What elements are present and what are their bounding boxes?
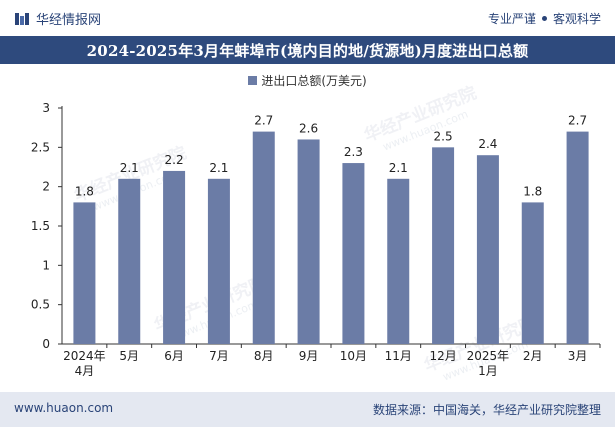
bar-value-label: 2.5 — [434, 129, 453, 143]
x-tick-label: 3月 — [568, 349, 588, 363]
x-tick-label: 6月 — [164, 349, 184, 363]
tagline-right: 客观科学 — [552, 12, 601, 26]
x-tick-label: 9月 — [299, 349, 319, 363]
bar-value-label: 1.8 — [75, 184, 94, 198]
bullet-dot-icon — [541, 16, 547, 21]
y-tick-label: 2.5 — [31, 140, 50, 154]
x-tick-label: 5月 — [119, 349, 139, 363]
bar — [73, 202, 96, 344]
y-tick-label: 0.5 — [31, 298, 50, 312]
bar-value-label: 2.2 — [165, 153, 184, 167]
bar — [387, 178, 410, 344]
bar-value-label: 2.1 — [209, 161, 228, 175]
bar — [521, 202, 544, 344]
title-bar: 2024-2025年3月年蚌埠市(境内目的地/货源地)月度进出口总额 — [0, 36, 615, 64]
y-tick-label: 1 — [42, 258, 50, 272]
x-tick-label: 10月 — [340, 349, 367, 363]
footer-url: www.huaon.com — [14, 401, 114, 415]
y-tick-label: 1.5 — [31, 219, 50, 233]
bar — [297, 139, 320, 344]
brand: 华经情报网 — [14, 9, 101, 28]
y-tick-label: 3 — [42, 101, 50, 115]
tagline-left: 专业严谨 — [487, 12, 536, 26]
bar-value-label: 2.1 — [120, 161, 139, 175]
bar-value-label: 2.3 — [344, 145, 363, 159]
x-tick-label: 11月 — [385, 349, 412, 363]
bar — [566, 131, 589, 344]
brand-name: 华经情报网 — [36, 13, 102, 28]
x-tick-label: 4月 — [75, 364, 95, 378]
tagline: 专业严谨 客观科学 — [488, 10, 601, 27]
x-tick-label: 2025年 — [467, 349, 510, 363]
footer-source: 数据来源：中国海关，华经产业研究院整理 — [372, 403, 601, 417]
x-tick-label: 1月 — [478, 364, 498, 378]
x-tick-label: 7月 — [209, 349, 229, 363]
x-tick-label: 12月 — [429, 349, 456, 363]
legend-label: 进出口总额(万美元) — [261, 74, 367, 88]
y-tick-label: 2 — [42, 180, 50, 194]
x-tick-label: 2024年 — [63, 349, 106, 363]
bar — [252, 131, 275, 344]
bar — [207, 178, 230, 344]
bar-value-label: 2.6 — [299, 121, 318, 135]
y-tick-label: 0 — [42, 337, 50, 351]
brand-logo-icon — [15, 12, 29, 25]
x-tick-label: 8月 — [254, 349, 274, 363]
bar — [342, 163, 365, 344]
chart-title: 2024-2025年3月年蚌埠市(境内目的地/货源地)月度进出口总额 — [86, 41, 529, 60]
top-bar: 华经情报网 专业严谨 客观科学 — [0, 0, 615, 36]
bar-value-label: 2.4 — [478, 137, 497, 151]
bar-value-label: 2.1 — [389, 161, 408, 175]
bar-value-label: 1.8 — [523, 184, 542, 198]
x-tick-label: 2月 — [523, 349, 543, 363]
bar — [118, 178, 141, 344]
legend-swatch — [248, 76, 258, 85]
bar — [432, 147, 455, 344]
chart-legend: 进出口总额(万美元) — [0, 72, 615, 89]
footer: www.huaon.com 数据来源：中国海关，华经产业研究院整理 — [0, 392, 615, 427]
bar-value-label: 2.7 — [568, 114, 587, 128]
bar — [476, 155, 499, 344]
bar-value-label: 2.7 — [254, 114, 273, 128]
bar — [163, 170, 186, 344]
